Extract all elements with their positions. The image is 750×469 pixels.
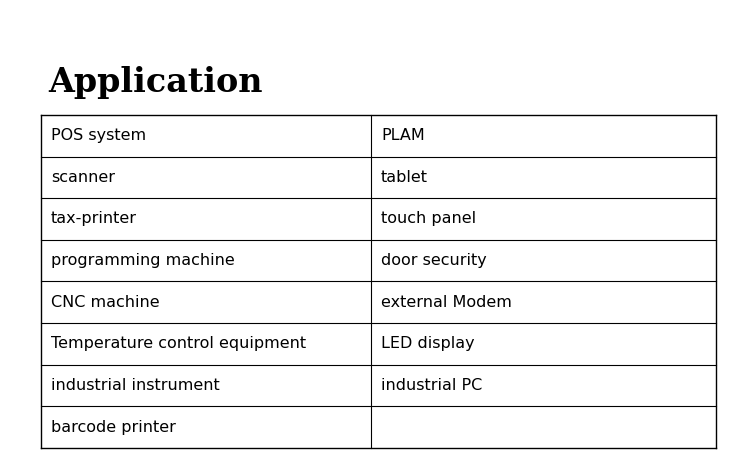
Text: external Modem: external Modem	[381, 295, 512, 310]
Text: Temperature control equipment: Temperature control equipment	[51, 336, 306, 351]
Text: POS system: POS system	[51, 128, 146, 143]
Text: touch panel: touch panel	[381, 212, 476, 227]
Text: Application: Application	[49, 66, 263, 98]
Text: barcode printer: barcode printer	[51, 420, 176, 435]
Text: CNC machine: CNC machine	[51, 295, 160, 310]
Text: tablet: tablet	[381, 170, 428, 185]
Text: LED display: LED display	[381, 336, 475, 351]
Text: industrial instrument: industrial instrument	[51, 378, 220, 393]
Text: tax-printer: tax-printer	[51, 212, 137, 227]
Text: door security: door security	[381, 253, 487, 268]
Text: industrial PC: industrial PC	[381, 378, 482, 393]
Text: PLAM: PLAM	[381, 128, 424, 143]
Text: scanner: scanner	[51, 170, 115, 185]
Text: programming machine: programming machine	[51, 253, 235, 268]
